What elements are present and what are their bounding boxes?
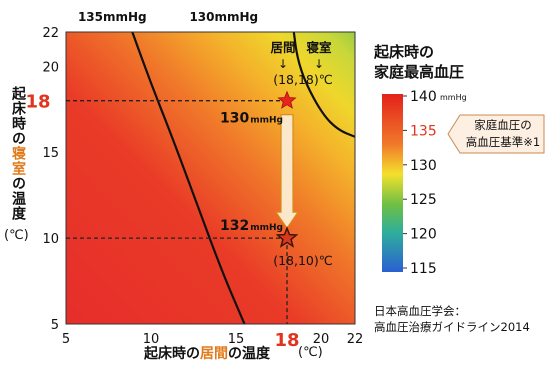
coord-label-18-18: (18,18)℃ <box>273 72 333 87</box>
y-axis-label-part3: の温度 <box>10 176 26 221</box>
x-axis-label-part2: 居間 <box>200 346 228 362</box>
contour-line-0 <box>131 32 246 324</box>
callout-shape <box>447 114 545 154</box>
y-axis-unit: (℃) <box>4 228 29 243</box>
y-tick-20: 20 <box>42 60 59 75</box>
point-star-18-10 <box>275 226 299 248</box>
point-layer <box>275 90 299 248</box>
colorbar-tick-125: 125 <box>410 192 437 208</box>
value-label-0: 130mmHg <box>220 111 283 127</box>
y-tick-22: 22 <box>42 26 59 41</box>
text-line: 日本高血圧学会： <box>374 304 466 318</box>
x-tick-15: 15 <box>228 332 245 347</box>
x-tick-22: 22 <box>347 332 364 347</box>
living-label: 居間 <box>270 40 295 55</box>
coord-label-18-10: (18,10)℃ <box>273 253 333 268</box>
y-axis-label: 起床時の寝室の温度 <box>4 86 26 221</box>
plot-frame <box>65 31 356 325</box>
callout-text: 家庭血圧の高血圧基準※1 <box>460 117 546 151</box>
bedroom-label: 寝室 <box>306 40 332 55</box>
source-note: 日本高血圧学会： 高血圧治療ガイドライン2014 <box>374 303 530 335</box>
colorbar <box>382 94 403 272</box>
colorbar-tick-115: 115 <box>410 261 437 277</box>
colorbar-tick-135: 135 <box>410 123 437 139</box>
value-number: 132 <box>220 218 249 234</box>
text-line: 家庭最高血圧 <box>374 63 465 81</box>
colorbar-tick-140: 140 <box>410 89 437 105</box>
y-axis-label-part1: 起床時の <box>10 86 26 146</box>
contour-label-layer: 135mmHg 130mmHg <box>78 10 258 24</box>
plot-background <box>66 32 355 324</box>
label-arrow-1: ↓ <box>314 57 324 71</box>
y-axis-label-part2: 寝室 <box>10 146 26 176</box>
reference-callout: 家庭血圧の高血圧基準※1 <box>446 113 546 155</box>
x-axis-label-part3: の温度 <box>228 346 270 362</box>
contour-line-1 <box>292 32 355 138</box>
x-axis-label: 起床時の居間の温度 <box>144 343 270 363</box>
label-arrow-0: ↓ <box>278 57 288 71</box>
contour-label-1: 130mmHg <box>189 10 258 24</box>
guide-layer <box>66 100 288 324</box>
y-tick-5: 5 <box>51 318 59 333</box>
value-unit: mmHg <box>250 116 283 126</box>
contour-layer <box>131 32 355 324</box>
y-tick-15: 15 <box>42 146 59 161</box>
x-axis-label-part1: 起床時の <box>144 346 200 362</box>
x-tick-5: 5 <box>62 332 70 347</box>
x-tick-20: 20 <box>313 332 330 347</box>
colorbar-unit: mmHg <box>440 93 467 102</box>
y-tick-10: 10 <box>42 232 59 247</box>
value-number: 130 <box>220 111 249 127</box>
value-unit: mmHg <box>250 223 283 233</box>
contour-label-0: 135mmHg <box>78 10 147 24</box>
colorbar-tick-130: 130 <box>410 158 437 174</box>
text-line: 高血圧治療ガイドライン2014 <box>374 320 530 334</box>
text-line: 家庭血圧の <box>474 118 532 132</box>
value-label-1: 132mmHg <box>220 218 283 234</box>
point-star-18-18 <box>277 90 297 109</box>
x-axis-unit: (℃) <box>298 345 323 360</box>
y-highlight-tick: 18 <box>25 92 50 113</box>
x-tick-10: 10 <box>143 332 160 347</box>
text-line: 起床時の <box>374 43 435 61</box>
arrow-shape <box>274 114 300 230</box>
tick-layer: 5 10 15 20 22 5 10 15 20 22 18 18 <box>25 26 363 351</box>
x-highlight-tick: 18 <box>274 330 299 351</box>
chart-title: 起床時の家庭最高血圧 <box>374 42 464 82</box>
down-arrow <box>274 114 300 230</box>
colorbar-tick-120: 120 <box>410 227 437 243</box>
colorbar-ticks: 140 135 130 125 120 115 mmHg <box>403 89 467 277</box>
text-line: 高血圧基準※1 <box>465 135 541 149</box>
